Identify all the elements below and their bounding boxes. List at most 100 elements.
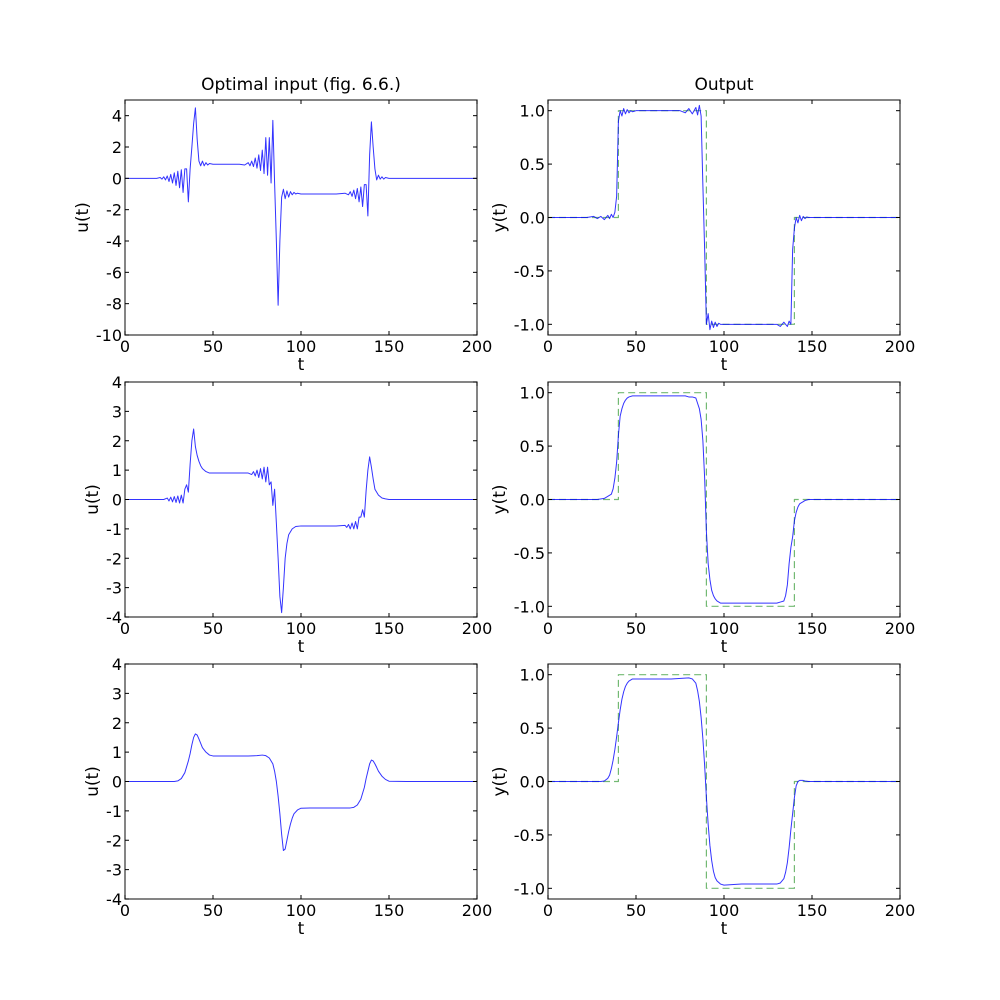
subplot-input-1: Optimal input (fig. 6.6.) t u(t) 0 50 100 1… — [73, 75, 492, 375]
y-tick-label: -2 — [106, 201, 122, 220]
plot-area — [548, 392, 900, 607]
x-tick-label: 200 — [462, 337, 493, 356]
y-tick-label: -1.0 — [514, 597, 545, 616]
y-tick-label: 1.0 — [520, 666, 545, 685]
x-tick-label: 100 — [286, 901, 317, 920]
y-axis-label: y(t) — [490, 767, 510, 797]
y-axis-label: u(t) — [83, 766, 103, 797]
y-tick-label: 1 — [112, 461, 122, 480]
x-tick-label: 200 — [885, 901, 916, 920]
y-tick-label: -3 — [106, 579, 122, 598]
x-tick-label: 100 — [709, 619, 740, 638]
reference-line — [548, 392, 900, 607]
subplot-output-2: t y(t) 0 50 100 150 200 -1.0 -0.5 0.0 0.5 1.0 — [490, 381, 916, 657]
y-tick-label: -1 — [106, 520, 122, 539]
y-axis-label: u(t) — [73, 202, 93, 233]
subplot-title: Output — [694, 75, 753, 95]
x-axis-label: t — [721, 919, 728, 939]
response-line — [548, 104, 900, 331]
y-tick-label: 0.0 — [520, 209, 545, 228]
response-line — [125, 428, 477, 614]
x-tick-label: 150 — [374, 901, 405, 920]
plot-area — [125, 428, 477, 614]
x-tick-label: 0 — [120, 901, 130, 920]
y-tick-label: 1.0 — [520, 102, 545, 121]
x-tick-label: 200 — [885, 619, 916, 638]
x-axis-label: t — [721, 637, 728, 657]
x-tick-label: 100 — [709, 901, 740, 920]
x-tick-label: 100 — [709, 337, 740, 356]
y-tick-label: -2 — [106, 831, 122, 850]
y-tick-label: 3 — [112, 684, 122, 703]
x-tick-label: 100 — [286, 337, 317, 356]
y-tick-label: -8 — [106, 295, 122, 314]
y-tick-label: 1 — [112, 743, 122, 762]
y-tick-label: 2 — [112, 432, 122, 451]
y-tick-label: -1 — [106, 802, 122, 821]
x-tick-label: 200 — [462, 901, 493, 920]
subplot-title: Optimal input (fig. 6.6.) — [201, 75, 401, 95]
y-tick-label: 0.5 — [520, 155, 545, 174]
y-tick-label: 0.5 — [520, 719, 545, 738]
x-tick-label: 50 — [203, 619, 223, 638]
x-tick-label: 0 — [120, 619, 130, 638]
response-line — [125, 733, 477, 852]
y-tick-label: 1.0 — [520, 384, 545, 403]
y-axis-label: u(t) — [83, 484, 103, 515]
x-tick-label: 100 — [286, 619, 317, 638]
plot-area — [125, 107, 477, 306]
y-tick-label: 0.0 — [520, 491, 545, 510]
response-line — [125, 107, 477, 306]
y-tick-label: -6 — [106, 263, 122, 282]
y-axis-label: y(t) — [490, 485, 510, 515]
subplot-input-2: t u(t) 0 50 100 150 200 -4 -3 -2 -1 0 1 2 3 4 — [83, 373, 492, 657]
x-tick-label: 0 — [120, 337, 130, 356]
reference-line — [548, 110, 900, 325]
y-tick-label: 2 — [112, 138, 122, 157]
y-tick-label: -1.0 — [514, 879, 545, 898]
y-tick-label: -4 — [106, 232, 122, 251]
y-tick-label: 2 — [112, 714, 122, 733]
x-axis-label: t — [298, 919, 305, 939]
y-tick-label: 4 — [112, 373, 122, 392]
x-tick-label: 50 — [626, 619, 646, 638]
y-tick-label: 3 — [112, 402, 122, 421]
y-tick-label: 0 — [112, 773, 122, 792]
x-tick-label: 150 — [797, 619, 828, 638]
x-tick-label: 0 — [543, 619, 553, 638]
x-tick-label: 150 — [797, 337, 828, 356]
y-tick-label: 0 — [112, 491, 122, 510]
y-tick-label: -10 — [96, 326, 122, 345]
x-tick-label: 50 — [203, 337, 223, 356]
y-axis-label: y(t) — [490, 203, 510, 233]
x-axis-label: t — [298, 637, 305, 657]
y-tick-label: -0.5 — [514, 826, 545, 845]
plot-area — [125, 733, 477, 852]
x-tick-label: 50 — [626, 337, 646, 356]
x-tick-label: 0 — [543, 337, 553, 356]
y-tick-label: 4 — [112, 107, 122, 126]
x-axis-label: t — [721, 355, 728, 375]
x-tick-label: 50 — [203, 901, 223, 920]
x-tick-label: 0 — [543, 901, 553, 920]
plot-area — [548, 674, 900, 889]
x-tick-label: 150 — [797, 901, 828, 920]
x-tick-label: 150 — [374, 619, 405, 638]
y-tick-label: 0 — [112, 169, 122, 188]
x-axis-label: t — [298, 355, 305, 375]
y-tick-label: 0.5 — [520, 437, 545, 456]
subplot-output-3: t y(t) 0 50 100 150 200 -1.0 -0.5 0.0 0.5 1.0 — [490, 663, 916, 939]
y-tick-label: -1.0 — [514, 315, 545, 334]
y-tick-label: -0.5 — [514, 544, 545, 563]
y-tick-label: -4 — [106, 890, 122, 909]
response-line — [548, 677, 900, 886]
y-tick-label: -0.5 — [514, 262, 545, 281]
x-tick-label: 150 — [374, 337, 405, 356]
plot-area — [548, 104, 900, 331]
y-tick-label: 0.0 — [520, 773, 545, 792]
y-tick-label: -2 — [106, 549, 122, 568]
subplot-input-3: t u(t) 0 50 100 150 200 -4 -3 -2 -1 0 1 2 3 4 — [83, 655, 492, 939]
y-tick-label: -3 — [106, 861, 122, 880]
x-tick-label: 50 — [626, 901, 646, 920]
